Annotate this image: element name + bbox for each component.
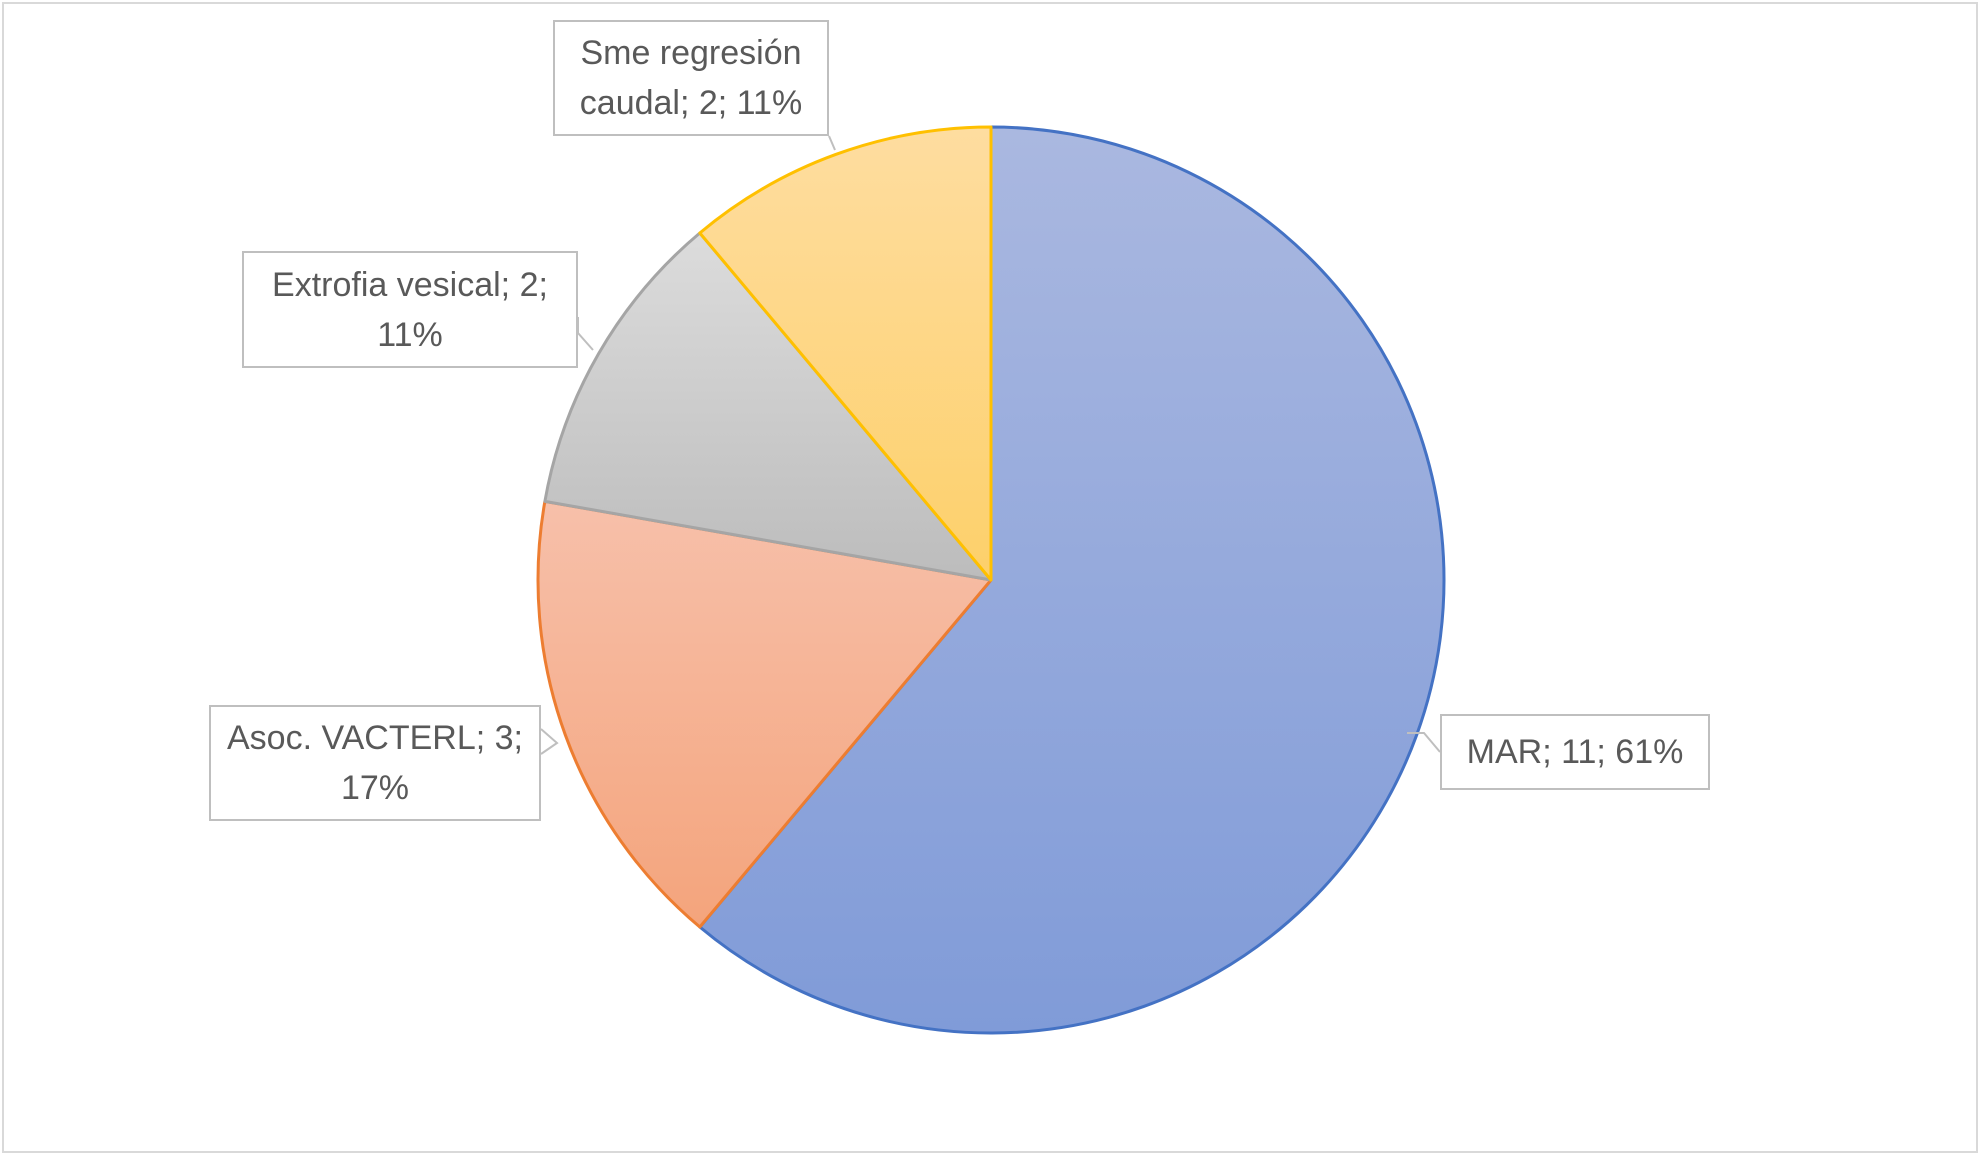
- data-label-extrofia-line2: 11%: [377, 315, 443, 354]
- data-label-mar-text: MAR; 11; 61%: [1466, 733, 1684, 771]
- data-label-sme-line2: caudal; 2; 11%: [579, 84, 803, 122]
- data-label-mar: MAR; 11; 61%: [1440, 714, 1710, 790]
- leader-line-extrofia: [577, 317, 594, 351]
- leader-line-sme: [828, 135, 836, 151]
- data-label-extrofia: Extrofia vesical; 2; 11%: [242, 251, 578, 368]
- data-label-vacterl: Asoc. VACTERL; 3; 17%: [209, 705, 541, 821]
- slice-extrofia: [543, 231, 993, 582]
- data-label-sme: Sme regresión caudal; 2; 11%: [553, 20, 829, 136]
- leader-line-mar: [1407, 732, 1441, 753]
- data-label-extrofia-line1: Extrofia vesical; 2;: [272, 265, 548, 304]
- data-label-vacterl-line2: 17%: [340, 769, 410, 807]
- data-label-sme-line1: Sme regresión: [580, 34, 802, 72]
- slice-vacterl: [536, 499, 993, 929]
- slice-sme: [698, 125, 993, 582]
- leader-line-vacterl: [540, 728, 559, 755]
- slice-mar: [698, 125, 1446, 1035]
- data-label-vacterl-line1: Asoc. VACTERL; 3;: [226, 719, 524, 757]
- pie-chart: [536, 125, 1446, 1035]
